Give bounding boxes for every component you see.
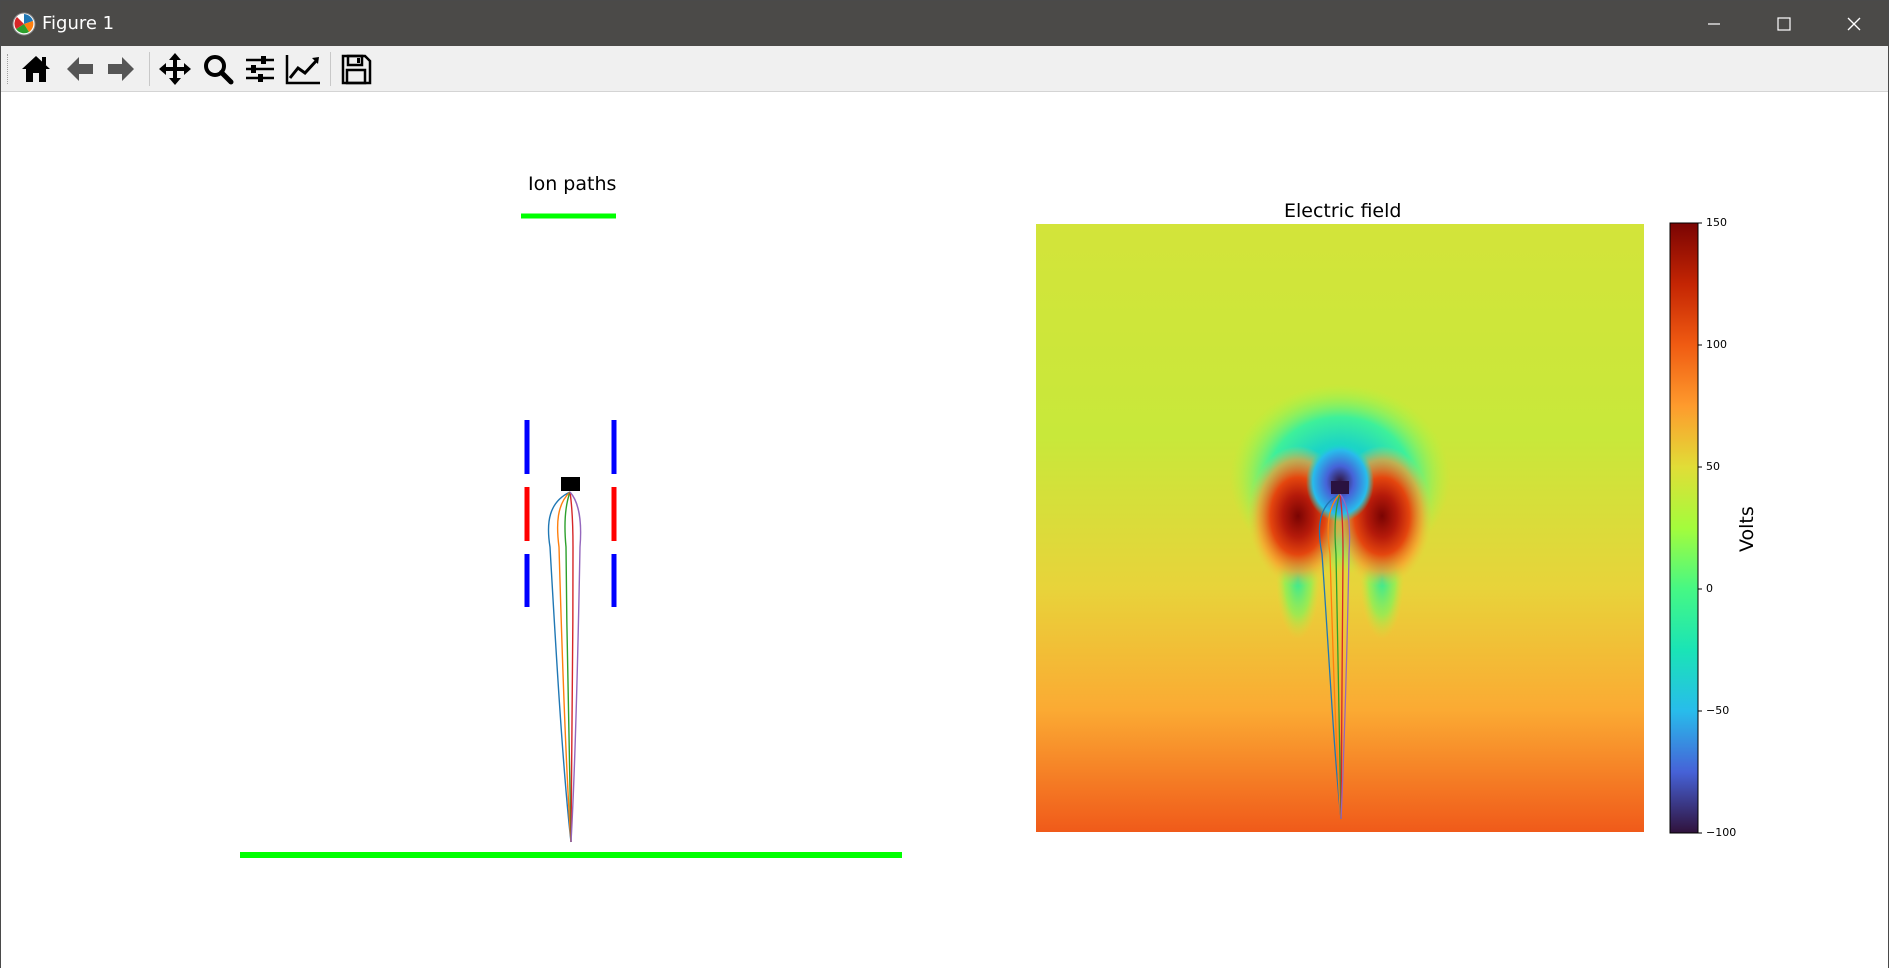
ion-trajectory — [569, 491, 582, 843]
subplots-button[interactable] — [241, 50, 279, 88]
zoom-button[interactable] — [199, 50, 237, 88]
ion-trajectory — [564, 491, 572, 843]
maximize-icon — [1777, 16, 1791, 31]
ion-trajectory — [569, 491, 574, 843]
title-bar: Figure 1 — [1, 1, 1888, 46]
colorbar-tick-label: 0 — [1706, 582, 1713, 595]
home-icon — [22, 56, 50, 82]
toolbar-grip — [7, 54, 9, 84]
ion-paths-title: Ion paths — [528, 173, 617, 195]
colorbar-tick-label: −100 — [1706, 826, 1737, 839]
ion-trajectory — [1339, 493, 1351, 820]
colorbar-label: Volts — [1736, 506, 1758, 552]
ion-trajectory — [1327, 493, 1342, 820]
toolbar-separator — [330, 52, 331, 86]
ion-trajectory — [547, 491, 572, 843]
sliders-icon — [246, 56, 274, 82]
window-title: Figure 1 — [42, 13, 115, 34]
matplotlib-icon — [12, 12, 36, 36]
move-icon — [159, 53, 191, 85]
toolbar-separator — [149, 52, 150, 86]
magnifier-icon — [204, 55, 234, 85]
forward-button[interactable] — [102, 50, 140, 88]
ion-paths-plot — [240, 213, 902, 858]
line-chart-icon — [285, 55, 320, 85]
colorbar-tick-label: 100 — [1706, 338, 1727, 351]
edit-axes-button[interactable] — [284, 50, 322, 88]
ion-source — [1331, 481, 1349, 494]
minimize-button[interactable] — [1678, 1, 1750, 46]
back-button[interactable] — [61, 50, 99, 88]
arrow-left-icon — [67, 57, 93, 81]
ion-trajectory — [556, 491, 572, 843]
navigation-toolbar — [1, 46, 1888, 92]
minimize-icon — [1708, 22, 1720, 25]
colorbar-tick-label: 150 — [1706, 216, 1727, 229]
ion-trajectory — [1318, 493, 1342, 820]
pan-button[interactable] — [156, 50, 194, 88]
arrow-right-icon — [108, 57, 134, 81]
ion-trajectory — [1334, 493, 1342, 820]
ion-source — [561, 477, 580, 491]
floppy-disk-icon — [341, 54, 372, 85]
close-icon — [1847, 17, 1861, 30]
colorbar — [1669, 222, 1702, 834]
electric-field-heatmap — [1036, 224, 1644, 832]
ion-trajectory — [1339, 493, 1344, 820]
maximize-button[interactable] — [1748, 1, 1820, 46]
close-button[interactable] — [1818, 1, 1889, 46]
electric-field-title: Electric field — [1284, 200, 1402, 222]
save-button[interactable] — [337, 50, 375, 88]
colorbar-tick-label: −50 — [1706, 704, 1730, 717]
colorbar-tick-label: 50 — [1706, 460, 1720, 473]
home-button[interactable] — [17, 50, 55, 88]
figure-canvas[interactable]: Ion paths Electric field — [1, 92, 1888, 968]
